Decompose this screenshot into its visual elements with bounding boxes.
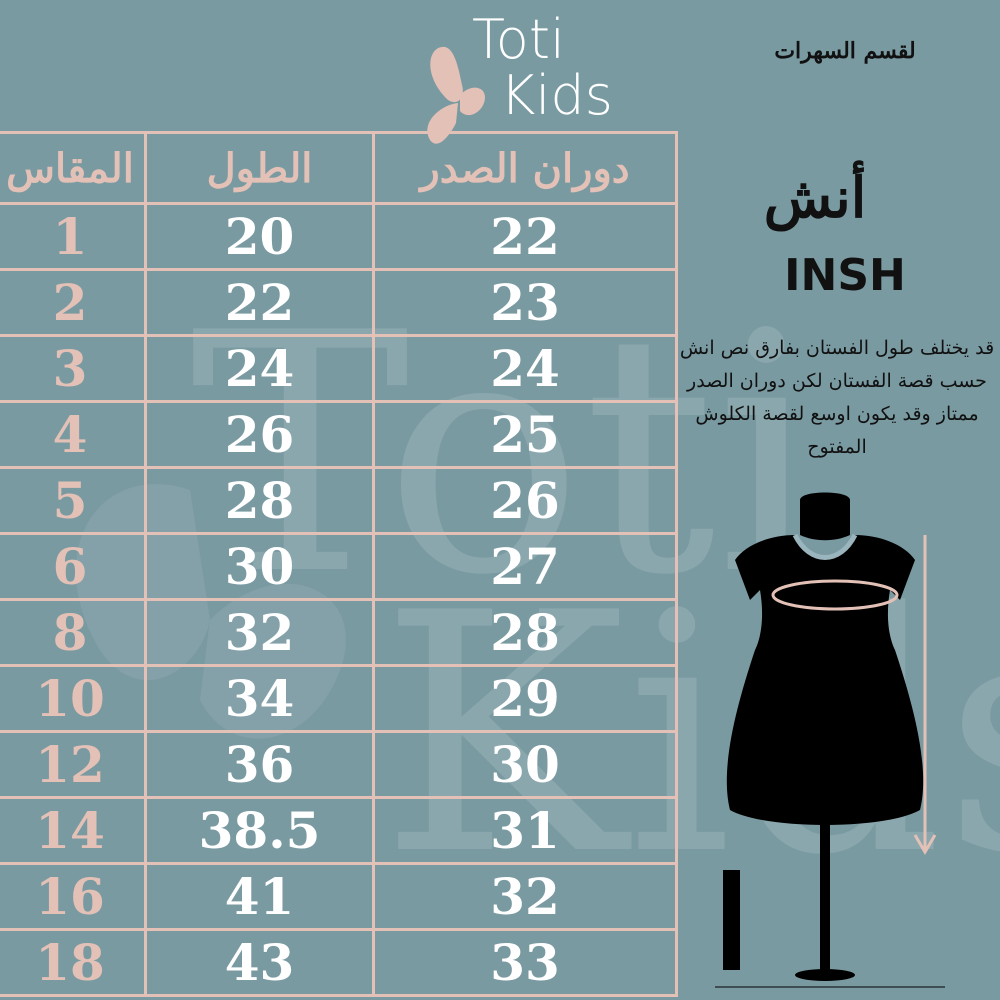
unit-english: INSH (784, 250, 906, 301)
unit-arabic: أنش (763, 165, 867, 231)
size-chart-table: المقاس الطول دوران الصدر 1 20 22 2 22 23 3 24 24… (0, 131, 678, 997)
dress-mannequin-icon (715, 492, 945, 988)
brand-logo: Toti Kids (420, 5, 640, 144)
table-header-row: المقاس الطول دوران الصدر (0, 131, 678, 205)
chest-cell: 32 (373, 862, 678, 931)
table-row: 8 32 28 (0, 598, 678, 667)
length-cell: 28 (145, 466, 375, 535)
brand-name-line2: Kids (500, 64, 613, 127)
chest-cell: 24 (373, 334, 678, 403)
length-cell: 36 (145, 730, 375, 799)
size-cell: 12 (0, 730, 147, 799)
size-note: قد يختلف طول الفستان بفارق نص انش حسب قص… (679, 337, 995, 458)
chest-cell: 33 (373, 928, 678, 997)
length-cell: 41 (145, 862, 375, 931)
chest-cell: 29 (373, 664, 678, 733)
chest-cell: 25 (373, 400, 678, 469)
chest-cell: 27 (373, 532, 678, 601)
chest-cell: 22 (373, 202, 678, 271)
length-cell: 43 (145, 928, 375, 997)
chest-cell: 26 (373, 466, 678, 535)
table-row: 10 34 29 (0, 664, 678, 733)
table-row: 16 41 32 (0, 862, 678, 931)
header-chest: دوران الصدر (373, 131, 678, 205)
size-cell: 10 (0, 664, 147, 733)
length-cell: 26 (145, 400, 375, 469)
size-cell: 16 (0, 862, 147, 931)
size-cell: 6 (0, 532, 147, 601)
header-size: المقاس (0, 131, 147, 205)
chest-cell: 28 (373, 598, 678, 667)
length-cell: 34 (145, 664, 375, 733)
chest-cell: 31 (373, 796, 678, 865)
length-cell: 20 (145, 202, 375, 271)
size-cell: 4 (0, 400, 147, 469)
length-cell: 38.5 (145, 796, 375, 865)
length-cell: 24 (145, 334, 375, 403)
chest-cell: 23 (373, 268, 678, 337)
size-cell: 8 (0, 598, 147, 667)
size-cell: 18 (0, 928, 147, 997)
size-cell: 3 (0, 334, 147, 403)
table-row: 12 36 30 (0, 730, 678, 799)
size-cell: 1 (0, 202, 147, 271)
chest-cell: 30 (373, 730, 678, 799)
header-length: الطول (145, 131, 375, 205)
section-title: لقسم السهرات (774, 38, 916, 64)
table-row: 2 22 23 (0, 268, 678, 337)
table-row: 3 24 24 (0, 334, 678, 403)
size-cell: 5 (0, 466, 147, 535)
table-row: 4 26 25 (0, 400, 678, 469)
table-row: 14 38.5 31 (0, 796, 678, 865)
length-cell: 30 (145, 532, 375, 601)
size-cell: 14 (0, 796, 147, 865)
table-row: 1 20 22 (0, 202, 678, 271)
brand-name-line1: Toti (472, 8, 566, 71)
table-row: 18 43 33 (0, 928, 678, 997)
table-row: 6 30 27 (0, 532, 678, 601)
length-cell: 22 (145, 268, 375, 337)
length-cell: 32 (145, 598, 375, 667)
size-cell: 2 (0, 268, 147, 337)
table-row: 5 28 26 (0, 466, 678, 535)
